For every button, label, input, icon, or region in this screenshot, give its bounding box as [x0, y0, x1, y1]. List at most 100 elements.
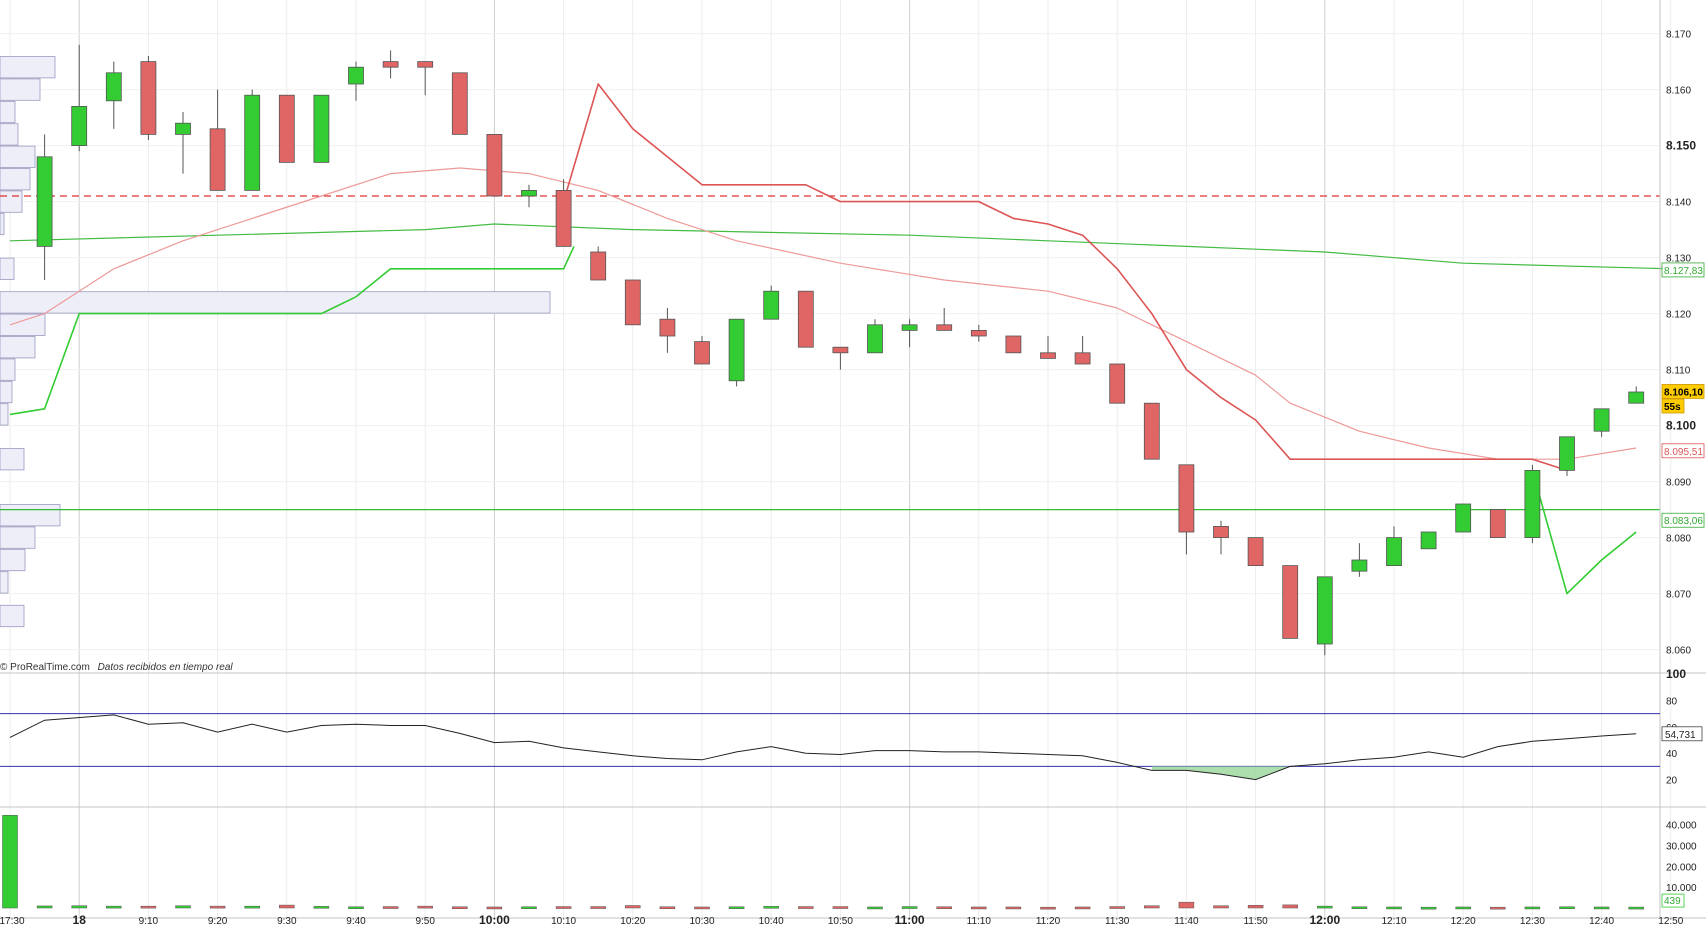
candle-up[interactable]: [71, 44, 88, 152]
volume-bar[interactable]: [452, 906, 468, 909]
candle-up[interactable]: [728, 318, 745, 387]
candle-down[interactable]: [970, 324, 987, 342]
volume-bar[interactable]: [2, 815, 18, 909]
volume-bar[interactable]: [763, 906, 779, 909]
candle-down[interactable]: [1213, 520, 1229, 555]
candle-down[interactable]: [417, 61, 434, 96]
volume-bar[interactable]: [659, 906, 676, 909]
candle-down[interactable]: [624, 279, 641, 326]
candle-down[interactable]: [1040, 336, 1056, 359]
volume-bar[interactable]: [901, 906, 918, 909]
volume-bar[interactable]: [694, 906, 710, 910]
volume-bar[interactable]: [106, 905, 122, 909]
volume-bar[interactable]: [1628, 906, 1644, 910]
candle-down[interactable]: [140, 56, 157, 140]
rsi-last-value[interactable]: 54,731: [1661, 726, 1703, 742]
candle-up[interactable]: [1593, 408, 1610, 437]
label-countdown[interactable]: 55s: [1661, 398, 1685, 414]
label-sma-slow[interactable]: 8.127,83: [1661, 262, 1705, 278]
volume-bar[interactable]: [244, 905, 260, 909]
volume-bar[interactable]: [867, 906, 883, 910]
volume-panel[interactable]: [2, 815, 1644, 910]
volume-bar[interactable]: [1178, 901, 1195, 909]
volume-bar[interactable]: [555, 906, 572, 909]
candle-up[interactable]: [901, 319, 918, 348]
volume-bar[interactable]: [1455, 906, 1471, 910]
candle-up[interactable]: [175, 112, 191, 174]
volume-bar[interactable]: [1040, 906, 1056, 910]
volume-bar[interactable]: [625, 905, 641, 909]
label-sma-fast[interactable]: 8.095,51: [1661, 443, 1705, 459]
candle-down[interactable]: [590, 246, 607, 281]
candle-up[interactable]: [521, 184, 537, 208]
volume-bar[interactable]: [71, 905, 87, 909]
volume-bar[interactable]: [521, 906, 537, 909]
candle-down[interactable]: [1282, 565, 1299, 639]
volume-bar[interactable]: [313, 906, 330, 909]
volume-bar[interactable]: [36, 905, 53, 909]
candle-up[interactable]: [244, 89, 261, 191]
candle-up[interactable]: [867, 319, 883, 354]
volume-bar[interactable]: [1074, 906, 1091, 910]
volume-bar[interactable]: [140, 905, 157, 909]
volume-bar[interactable]: [486, 906, 503, 910]
candle-up[interactable]: [1420, 531, 1437, 550]
volume-bar[interactable]: [1351, 906, 1368, 909]
candle-down[interactable]: [382, 50, 399, 79]
volume-bar[interactable]: [1386, 906, 1402, 910]
candle-up[interactable]: [1386, 526, 1402, 566]
volume-bar[interactable]: [417, 905, 433, 909]
candle-down[interactable]: [555, 179, 572, 247]
candle-up[interactable]: [1316, 576, 1333, 656]
time-axis[interactable]: 17:30 18 9:10 9:20 9:30 9:40 9:50 10:00 10:10 10:…: [0, 913, 1684, 927]
volume-bar[interactable]: [1559, 906, 1575, 909]
volume-bar[interactable]: [175, 905, 191, 909]
candle-down[interactable]: [797, 290, 814, 348]
candle-up[interactable]: [1559, 436, 1575, 476]
candle-up[interactable]: [1628, 386, 1645, 404]
candle-down[interactable]: [486, 133, 503, 197]
volume-bar[interactable]: [279, 904, 295, 909]
candle-up[interactable]: [348, 61, 364, 101]
label-support[interactable]: 8.083,06: [1661, 512, 1705, 528]
candle-up[interactable]: [1351, 543, 1368, 577]
price-axis[interactable]: 8.170 8.160 8.150 8.140 8.130 8.120 8.110 8.100…: [1661, 30, 1705, 908]
volume-bar[interactable]: [1490, 906, 1506, 910]
volume-bar[interactable]: [936, 906, 952, 909]
volume-bar[interactable]: [1247, 905, 1264, 909]
volume-bar[interactable]: [971, 906, 987, 910]
volume-last-value[interactable]: 439: [1661, 893, 1685, 908]
candle-down[interactable]: [1143, 402, 1160, 460]
candle-down[interactable]: [1178, 464, 1195, 555]
candle-up[interactable]: [1455, 503, 1472, 533]
rsi-panel[interactable]: [0, 713, 1660, 781]
candle-up[interactable]: [36, 134, 53, 280]
candle-up[interactable]: [105, 61, 122, 129]
volume-bar[interactable]: [1109, 906, 1125, 909]
candle-up[interactable]: [763, 285, 780, 320]
volume-bar[interactable]: [728, 906, 745, 909]
candle-down[interactable]: [278, 94, 295, 163]
volume-bar[interactable]: [1593, 906, 1610, 910]
candle-down[interactable]: [694, 336, 710, 365]
volume-bar[interactable]: [590, 906, 606, 909]
candle-down[interactable]: [659, 308, 676, 353]
candle-up[interactable]: [1524, 464, 1541, 544]
volume-bar[interactable]: [832, 906, 849, 909]
candlesticks[interactable]: [36, 44, 1645, 656]
volume-bar[interactable]: [1282, 904, 1298, 909]
volume-bar[interactable]: [1317, 905, 1333, 909]
volume-bar[interactable]: [798, 906, 814, 909]
candle-down[interactable]: [1005, 335, 1022, 354]
candle-down[interactable]: [1074, 336, 1091, 365]
candle-down[interactable]: [451, 72, 468, 135]
candle-down[interactable]: [832, 346, 849, 370]
volume-bar[interactable]: [348, 906, 364, 909]
candle-down[interactable]: [209, 89, 226, 191]
volume-bar[interactable]: [1005, 906, 1022, 910]
volume-bar[interactable]: [1213, 905, 1229, 909]
volume-bar[interactable]: [209, 905, 226, 909]
volume-bar[interactable]: [1420, 906, 1437, 910]
